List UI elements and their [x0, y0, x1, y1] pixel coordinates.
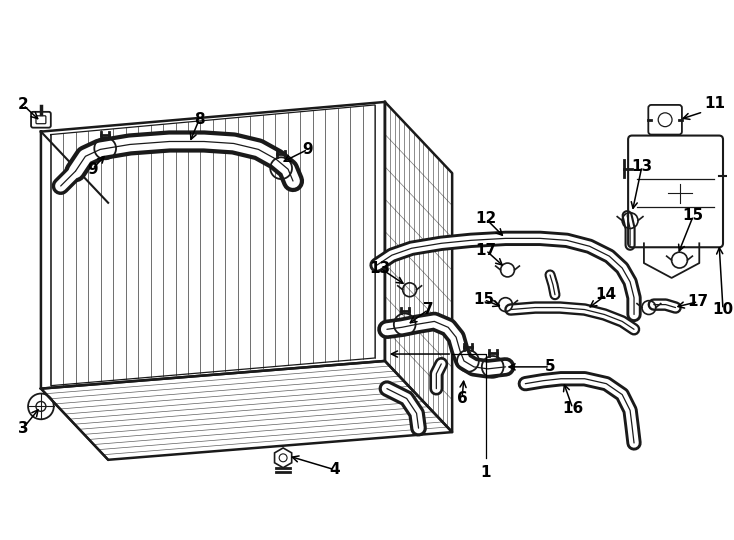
Text: 13: 13	[631, 159, 653, 174]
Text: 14: 14	[596, 287, 617, 302]
Text: 12: 12	[475, 211, 496, 226]
Text: 9: 9	[302, 142, 313, 157]
Text: 8: 8	[194, 112, 204, 127]
Text: 11: 11	[705, 97, 726, 111]
Text: 10: 10	[713, 302, 733, 317]
Text: 15: 15	[473, 292, 495, 307]
Text: 6: 6	[457, 391, 468, 406]
Text: 16: 16	[562, 401, 584, 416]
Text: 5: 5	[545, 360, 556, 374]
Text: 13: 13	[369, 260, 390, 275]
Text: 7: 7	[423, 302, 434, 317]
Text: 2: 2	[18, 97, 29, 112]
Text: 15: 15	[683, 208, 704, 223]
Text: 9: 9	[87, 161, 98, 177]
Text: 3: 3	[18, 421, 29, 436]
Text: 4: 4	[330, 462, 340, 477]
Text: 17: 17	[688, 294, 709, 309]
Text: 17: 17	[475, 242, 496, 258]
Text: 1: 1	[481, 465, 491, 480]
